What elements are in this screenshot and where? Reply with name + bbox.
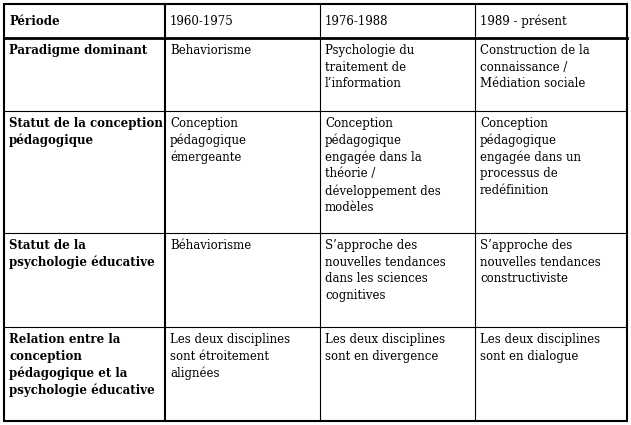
Bar — [320, 327, 475, 421]
Text: Psychologie du
traitement de
l’information: Psychologie du traitement de l’informati… — [325, 44, 414, 90]
Text: Les deux disciplines
sont en dialogue: Les deux disciplines sont en dialogue — [480, 333, 600, 363]
Text: Behaviorisme: Behaviorisme — [170, 44, 251, 57]
Text: Paradigme dominant: Paradigme dominant — [9, 44, 147, 57]
Text: 1976-1988: 1976-1988 — [325, 14, 389, 28]
Bar — [320, 4, 475, 38]
Text: Conception
pédagogique
engagée dans la
théorie /
développement des
modèles: Conception pédagogique engagée dans la t… — [325, 116, 440, 214]
Bar — [165, 327, 320, 421]
Bar — [165, 4, 320, 38]
Bar — [165, 233, 320, 327]
Bar — [165, 110, 320, 233]
Text: Statut de la conception
pédagogique: Statut de la conception pédagogique — [9, 116, 163, 147]
Text: Construction de la
connaissance /
Médiation sociale: Construction de la connaissance / Médiat… — [480, 44, 590, 90]
Bar — [320, 233, 475, 327]
Text: Les deux disciplines
sont étroitement
alignées: Les deux disciplines sont étroitement al… — [170, 333, 290, 380]
Text: S’approche des
nouvelles tendances
dans les sciences
cognitives: S’approche des nouvelles tendances dans … — [325, 239, 445, 302]
Bar — [475, 4, 627, 38]
Text: Conception
pédagogique
émergeante: Conception pédagogique émergeante — [170, 116, 247, 164]
Bar — [4, 110, 165, 233]
Text: Période: Période — [9, 14, 59, 28]
Bar — [4, 4, 165, 38]
Bar — [475, 110, 627, 233]
Text: Béhaviorisme: Béhaviorisme — [170, 239, 251, 252]
Bar — [320, 38, 475, 110]
Bar — [475, 233, 627, 327]
Bar — [475, 327, 627, 421]
Text: Les deux disciplines
sont en divergence: Les deux disciplines sont en divergence — [325, 333, 445, 363]
Bar — [4, 38, 165, 110]
Text: S’approche des
nouvelles tendances
constructiviste: S’approche des nouvelles tendances const… — [480, 239, 601, 285]
Bar — [320, 110, 475, 233]
Text: Relation entre la
conception
pédagogique et la
psychologie éducative: Relation entre la conception pédagogique… — [9, 333, 155, 397]
Bar — [4, 233, 165, 327]
Text: Statut de la
psychologie éducative: Statut de la psychologie éducative — [9, 239, 155, 269]
Bar — [4, 327, 165, 421]
Bar — [165, 38, 320, 110]
Text: 1989 - présent: 1989 - présent — [480, 14, 567, 28]
Bar — [475, 38, 627, 110]
Text: 1960-1975: 1960-1975 — [170, 14, 233, 28]
Text: Conception
pédagogique
engagée dans un
processus de
redéfinition: Conception pédagogique engagée dans un p… — [480, 116, 581, 197]
